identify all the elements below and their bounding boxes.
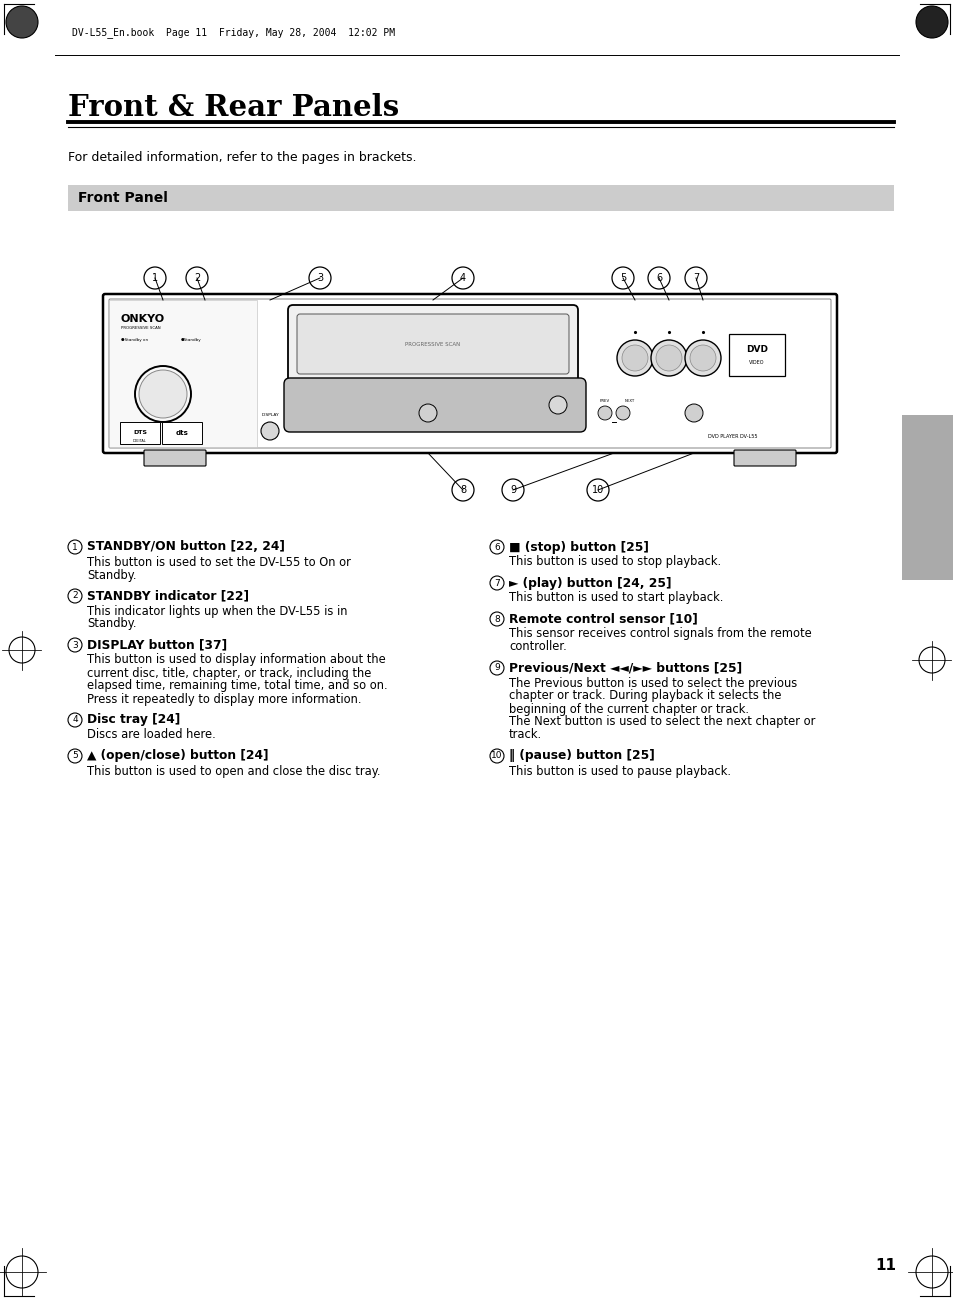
Text: This button is used to pause playback.: This button is used to pause playback. — [509, 764, 730, 777]
Text: STANDBY/ON button [22, 24]: STANDBY/ON button [22, 24] — [87, 541, 285, 554]
Text: controller.: controller. — [509, 641, 566, 654]
Text: current disc, title, chapter, or track, including the: current disc, title, chapter, or track, … — [87, 667, 371, 680]
Circle shape — [650, 341, 686, 376]
Text: 10: 10 — [491, 751, 502, 760]
Text: 1: 1 — [152, 273, 158, 283]
Text: This button is used to start playback.: This button is used to start playback. — [509, 592, 722, 604]
Circle shape — [616, 406, 629, 420]
Text: This button is used to set the DV-L55 to On or: This button is used to set the DV-L55 to… — [87, 555, 351, 568]
Text: ■ (stop) button [25]: ■ (stop) button [25] — [509, 541, 648, 554]
Circle shape — [6, 6, 38, 38]
Text: 3: 3 — [72, 641, 78, 650]
Text: PREV: PREV — [599, 399, 610, 403]
Text: ‖ (pause) button [25]: ‖ (pause) button [25] — [509, 750, 654, 763]
Text: 8: 8 — [494, 615, 499, 624]
Text: Standby.: Standby. — [87, 568, 136, 581]
Text: 4: 4 — [459, 273, 466, 283]
Text: DISPLAY: DISPLAY — [261, 413, 278, 417]
Text: 7: 7 — [692, 273, 699, 283]
Text: ► (play) button [24, 25]: ► (play) button [24, 25] — [509, 576, 671, 589]
Text: 9: 9 — [510, 485, 516, 495]
Text: 5: 5 — [72, 751, 78, 760]
Text: 11: 11 — [875, 1258, 896, 1274]
Text: 8: 8 — [459, 485, 466, 495]
Text: 6: 6 — [656, 273, 661, 283]
Text: elapsed time, remaining time, total time, and so on.: elapsed time, remaining time, total time… — [87, 680, 387, 693]
Text: chapter or track. During playback it selects the: chapter or track. During playback it sel… — [509, 689, 781, 702]
FancyBboxPatch shape — [284, 378, 585, 432]
Circle shape — [548, 396, 566, 413]
Circle shape — [598, 406, 612, 420]
Circle shape — [689, 344, 716, 370]
Text: This sensor receives control signals from the remote: This sensor receives control signals fro… — [509, 628, 811, 641]
Circle shape — [621, 344, 647, 370]
Text: NEXT: NEXT — [624, 399, 635, 403]
Text: 10: 10 — [591, 485, 603, 495]
Text: Front & Rear Panels: Front & Rear Panels — [68, 94, 399, 122]
Text: 7: 7 — [494, 578, 499, 588]
Text: ●Standby: ●Standby — [181, 338, 201, 342]
Circle shape — [617, 341, 652, 376]
Circle shape — [261, 422, 278, 439]
Circle shape — [915, 6, 947, 38]
Text: DTS: DTS — [132, 430, 147, 436]
FancyBboxPatch shape — [68, 185, 893, 211]
Text: Standby.: Standby. — [87, 618, 136, 630]
Text: 2: 2 — [193, 273, 200, 283]
Text: Press it repeatedly to display more information.: Press it repeatedly to display more info… — [87, 693, 361, 706]
FancyBboxPatch shape — [162, 422, 202, 445]
Text: STANDBY indicator [22]: STANDBY indicator [22] — [87, 589, 249, 602]
Text: Discs are loaded here.: Discs are loaded here. — [87, 728, 215, 741]
FancyBboxPatch shape — [901, 415, 953, 580]
FancyBboxPatch shape — [288, 306, 578, 384]
Text: DVD: DVD — [745, 346, 767, 355]
Text: 5: 5 — [619, 273, 625, 283]
Text: The Next button is used to select the next chapter or: The Next button is used to select the ne… — [509, 715, 815, 728]
Text: dts: dts — [175, 430, 189, 436]
Text: 6: 6 — [494, 542, 499, 551]
Text: This button is used to display information about the: This button is used to display informati… — [87, 654, 385, 667]
FancyBboxPatch shape — [733, 450, 795, 465]
Circle shape — [684, 404, 702, 422]
Text: VIDEO: VIDEO — [748, 360, 764, 364]
Text: ●Standby on: ●Standby on — [121, 338, 148, 342]
FancyBboxPatch shape — [296, 315, 568, 374]
Text: This indicator lights up when the DV-L55 is in: This indicator lights up when the DV-L55… — [87, 604, 347, 617]
Text: DISPLAY button [37]: DISPLAY button [37] — [87, 638, 227, 651]
Text: Previous/Next ◄◄/►► buttons [25]: Previous/Next ◄◄/►► buttons [25] — [509, 662, 741, 675]
Text: For detailed information, refer to the pages in brackets.: For detailed information, refer to the p… — [68, 152, 416, 165]
FancyBboxPatch shape — [103, 294, 836, 452]
Circle shape — [656, 344, 681, 370]
Text: PROGRESSIVE SCAN: PROGRESSIVE SCAN — [405, 342, 460, 347]
Text: track.: track. — [509, 728, 541, 741]
Text: 4: 4 — [72, 715, 78, 724]
Text: 1: 1 — [72, 542, 78, 551]
FancyBboxPatch shape — [144, 450, 206, 465]
Text: DIGITAL: DIGITAL — [133, 439, 147, 443]
Circle shape — [684, 341, 720, 376]
Text: PROGRESSIVE SCAN: PROGRESSIVE SCAN — [121, 326, 160, 330]
Text: ▲ (open/close) button [24]: ▲ (open/close) button [24] — [87, 750, 268, 763]
FancyBboxPatch shape — [120, 422, 160, 445]
Text: Remote control sensor [10]: Remote control sensor [10] — [509, 612, 697, 625]
Circle shape — [418, 404, 436, 422]
Text: This button is used to open and close the disc tray.: This button is used to open and close th… — [87, 764, 380, 777]
Text: Disc tray [24]: Disc tray [24] — [87, 714, 180, 727]
Text: 2: 2 — [72, 592, 78, 601]
Text: DV-L55_En.book  Page 11  Friday, May 28, 2004  12:02 PM: DV-L55_En.book Page 11 Friday, May 28, 2… — [71, 27, 395, 39]
Text: The Previous button is used to select the previous: The Previous button is used to select th… — [509, 676, 797, 689]
Text: DVD PLAYER DV-L55: DVD PLAYER DV-L55 — [707, 434, 757, 439]
FancyBboxPatch shape — [728, 334, 784, 376]
FancyBboxPatch shape — [109, 300, 256, 447]
Text: 3: 3 — [316, 273, 323, 283]
Circle shape — [139, 370, 187, 419]
Text: ONKYO: ONKYO — [121, 315, 165, 324]
Text: beginning of the current chapter or track.: beginning of the current chapter or trac… — [509, 702, 748, 715]
Text: Front Panel: Front Panel — [78, 191, 168, 205]
Text: 9: 9 — [494, 663, 499, 672]
Text: This button is used to stop playback.: This button is used to stop playback. — [509, 555, 720, 568]
